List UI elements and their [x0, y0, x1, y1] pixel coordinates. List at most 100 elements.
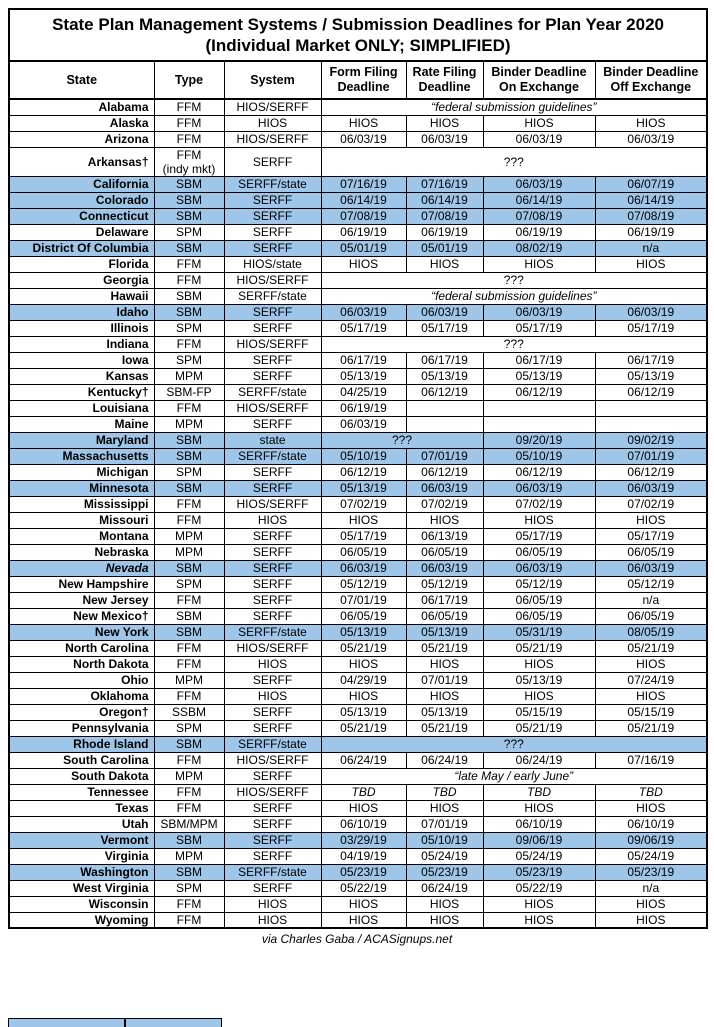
table-row: South Dakota MPM SERFF “late May / early Ju…	[8, 767, 708, 785]
type-cell: FFM	[153, 495, 225, 513]
deadline-cell: 05/17/19	[320, 319, 407, 337]
system-cell: SERFF/state	[223, 863, 322, 881]
deadline-cell	[405, 399, 484, 417]
deadline-cell: 04/19/19	[320, 847, 407, 865]
deadline-cell: 06/12/19	[320, 463, 407, 481]
title-row: State Plan Management Systems / Submissi…	[7, 8, 709, 62]
state-cell: New York	[8, 623, 155, 641]
type-cell: SBM-FP	[153, 383, 225, 401]
deadline-cell: 09/06/19	[482, 831, 596, 849]
deadline-cell: 05/13/19	[405, 367, 484, 385]
deadline-cell: 05/17/19	[405, 319, 484, 337]
table-row: Hawaii SBM SERFF/state “federal submission …	[8, 287, 708, 305]
table-row: Minnesota SBM SERFF 05/13/19 06/03/19 06/03/1…	[8, 479, 708, 497]
type-cell: MPM	[153, 543, 225, 561]
type-cell: MPM	[153, 671, 225, 689]
state-cell: Oklahoma	[8, 687, 155, 705]
system-cell: HIOS	[223, 895, 322, 913]
deadline-cell: 05/21/19	[482, 719, 596, 737]
deadline-cell: 06/03/19	[320, 303, 407, 321]
deadline-cell: 06/05/19	[482, 607, 596, 625]
system-cell: HIOS/SERFF	[223, 98, 322, 116]
state-cell: Minnesota	[8, 479, 155, 497]
deadline-cell: ???	[320, 735, 708, 753]
deadline-cell: 05/23/19	[594, 863, 708, 881]
table-row: Oklahoma FFM HIOS HIOS HIOS HIOS HIOS	[8, 687, 708, 705]
type-cell: SPM	[153, 575, 225, 593]
col-header-rate-filing: Rate Filing Deadline	[405, 60, 484, 100]
system-cell: HIOS	[223, 114, 322, 132]
deadline-cell: HIOS	[594, 114, 708, 132]
type-cell: FFM	[153, 114, 225, 132]
state-cell: Hawaii	[8, 287, 155, 305]
deadline-cell: 07/02/19	[405, 495, 484, 513]
table-row: Vermont SBM SERFF 03/29/19 05/10/19 09/06/19 0…	[8, 831, 708, 849]
deadline-cell: HIOS	[482, 655, 596, 673]
state-cell: California	[8, 175, 155, 193]
deadline-cell: 06/03/19	[482, 303, 596, 321]
deadline-cell: HIOS	[594, 655, 708, 673]
deadline-cell: HIOS	[320, 511, 407, 529]
state-cell: New Hampshire	[8, 575, 155, 593]
title-line2: (Individual Market ONLY; SIMPLIFIED)	[205, 36, 511, 55]
system-cell: SERFF	[223, 543, 322, 561]
system-cell: SERFF/state	[223, 623, 322, 641]
state-cell: New Mexico†	[8, 607, 155, 625]
deadline-cell: 05/13/19	[320, 703, 407, 721]
table-row: Washington SBM SERFF/state 05/23/19 05/23/19…	[8, 863, 708, 881]
type-cell: SBM	[153, 207, 225, 225]
deadline-cell: 06/05/19	[482, 543, 596, 561]
type-cell: SBM	[153, 607, 225, 625]
state-cell: North Dakota	[8, 655, 155, 673]
type-cell: SBM	[153, 447, 225, 465]
state-cell: Wisconsin	[8, 895, 155, 913]
deadline-cell: 06/24/19	[320, 751, 407, 769]
type-cell: FFM	[153, 591, 225, 609]
deadline-cell: 06/03/19	[320, 415, 407, 433]
deadline-cell: HIOS	[320, 911, 407, 929]
deadline-cell: 06/24/19	[482, 751, 596, 769]
deadline-cell: HIOS	[320, 895, 407, 913]
type-cell: FFM	[153, 751, 225, 769]
partial-cell	[125, 1018, 222, 1027]
system-cell: SERFF/state	[223, 447, 322, 465]
deadline-cell: 06/05/19	[594, 543, 708, 561]
system-cell: SERFF	[223, 767, 322, 785]
system-cell: SERFF	[223, 479, 322, 497]
deadline-cell: 04/29/19	[320, 671, 407, 689]
deadline-cell: 07/01/19	[405, 447, 484, 465]
system-cell: HIOS/SERFF	[223, 130, 322, 148]
state-cell: South Carolina	[8, 751, 155, 769]
system-cell: SERFF	[223, 591, 322, 609]
deadline-cell: “federal submission guidelines”	[320, 98, 708, 116]
deadline-cell: ???	[320, 335, 708, 353]
state-cell: Kentucky†	[8, 383, 155, 401]
table-row: Alabama FFM HIOS/SERFF “federal submission …	[8, 98, 708, 116]
deadline-cell: 06/03/19	[405, 479, 484, 497]
table-row: Arizona FFM HIOS/SERFF 06/03/19 06/03/19 06/0…	[8, 130, 708, 148]
deadline-cell: HIOS	[594, 911, 708, 929]
state-cell: Virginia	[8, 847, 155, 865]
system-cell: HIOS/SERFF	[223, 495, 322, 513]
deadline-cell: 06/05/19	[405, 543, 484, 561]
state-cell: Michigan	[8, 463, 155, 481]
state-cell: Rhode Island	[8, 735, 155, 753]
deadline-cell: 05/13/19	[320, 623, 407, 641]
type-cell: FFM	[153, 655, 225, 673]
deadline-cell: 07/08/19	[482, 207, 596, 225]
deadline-cell	[482, 415, 596, 433]
table-row: Michigan SPM SERFF 06/12/19 06/12/19 06/12/19…	[8, 463, 708, 481]
deadline-cell: 07/01/19	[405, 815, 484, 833]
deadline-cell: “federal submission guidelines”	[320, 287, 708, 305]
deadline-cell: 09/20/19	[482, 431, 596, 449]
deadline-cell: 06/17/19	[405, 591, 484, 609]
state-cell: Oregon†	[8, 703, 155, 721]
deadline-cell: 06/19/19	[320, 223, 407, 241]
deadline-cell: HIOS	[405, 114, 484, 132]
type-cell: MPM	[153, 847, 225, 865]
deadline-cell: HIOS	[405, 799, 484, 817]
state-cell: Maine	[8, 415, 155, 433]
deadline-cell: 05/12/19	[320, 575, 407, 593]
system-cell: SERFF	[223, 146, 322, 177]
deadline-cell: 06/14/19	[405, 191, 484, 209]
